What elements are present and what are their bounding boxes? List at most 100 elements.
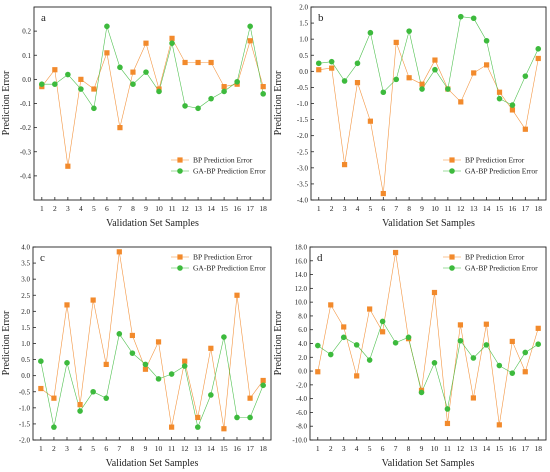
ga-bp-point	[52, 81, 58, 87]
x-tick-label: 4	[79, 204, 83, 213]
x-tick-label: 8	[131, 444, 135, 453]
ga-bp-point	[314, 342, 321, 349]
x-tick-label: 5	[368, 444, 372, 453]
bp-point	[90, 297, 96, 303]
y-tick-label: -4.0	[297, 197, 309, 205]
chart-panel-d: d -10.0 -8.0 -6.0 -4.0 -2.0 0.0 2.0 4.0 6.0 8.0 10.…	[273, 244, 547, 469]
x-tick-label: 14	[207, 444, 215, 453]
y-tick-label: 4.0	[298, 340, 307, 348]
ga-bp-point	[522, 349, 529, 356]
ga-bp-point	[444, 406, 451, 412]
legend-label: BP Prediction Error	[193, 156, 253, 165]
y-tick-label: 1.0	[299, 36, 308, 44]
ga-bp-point	[405, 334, 412, 341]
ga-bp-point	[328, 58, 335, 65]
x-tick-label: 13	[470, 204, 478, 213]
bp-point	[444, 420, 451, 427]
x-tick-label: 16	[233, 204, 241, 213]
bp-point	[143, 40, 149, 46]
bp-point	[457, 322, 464, 328]
legend-label: GA-BP Prediction Error	[193, 167, 266, 176]
x-tick-label: 15	[220, 204, 228, 213]
ga-bp-point	[327, 351, 334, 358]
bp-point	[341, 324, 347, 330]
x-tick-label: 3	[65, 444, 69, 453]
bp-point	[458, 99, 464, 105]
bp-point	[182, 59, 188, 66]
x-tick-label: 1	[39, 444, 43, 453]
legend-label: BP Prediction Error	[193, 253, 253, 262]
y-tick-label: 2.5	[21, 292, 30, 300]
y-tick-label: -1.5	[297, 116, 309, 124]
ga-bp-point	[38, 358, 44, 364]
bp-point	[328, 302, 334, 308]
ga-bp-point	[103, 395, 110, 401]
y-tick-label: 1.5	[21, 324, 30, 332]
bp-point	[329, 65, 335, 71]
ga-bp-point	[496, 362, 503, 369]
y-tick-label: -2.0	[19, 437, 31, 445]
ga-bp-point	[104, 23, 110, 30]
x-tick-label: 17	[246, 204, 254, 213]
ga-bp-point	[77, 408, 83, 414]
bp-point	[432, 57, 438, 63]
bp-point	[260, 84, 266, 90]
series-line-bp	[40, 251, 264, 429]
bp-point	[103, 361, 109, 368]
legend-marker-circle	[449, 265, 455, 271]
x-tick-label: 10	[431, 204, 439, 213]
bp-point	[247, 395, 253, 401]
y-tick-label: -1.0	[297, 100, 309, 108]
bp-point	[496, 89, 503, 95]
y-tick-label: 0.1	[22, 52, 31, 60]
y-tick-label: 2.0	[298, 354, 307, 362]
y-axis-title: Prediction Error	[1, 70, 12, 135]
x-tick-label: 18	[535, 204, 543, 213]
bp-point	[65, 163, 71, 169]
legend-label: GA-BP Prediction Error	[465, 167, 538, 176]
ga-bp-point	[522, 73, 529, 79]
ga-bp-point	[156, 88, 162, 95]
x-tick-label: 7	[118, 204, 122, 213]
ga-bp-point	[143, 69, 149, 75]
bp-point	[142, 366, 149, 372]
legend-label: BP Prediction Error	[465, 156, 525, 165]
y-tick-label: 16.0	[295, 257, 308, 265]
ga-bp-point	[247, 414, 253, 421]
x-tick-label: 15	[220, 444, 228, 453]
bp-point	[51, 395, 57, 401]
x-tick-label: 18	[259, 444, 267, 453]
chart-panel-c: c -2.0 -1.5 -1.0 -0.5 0.0 0.5 1.0 1.5 2.0 2.5 3.0 3.…	[1, 244, 272, 469]
x-tick-label: 10	[155, 444, 163, 453]
ga-bp-point	[260, 382, 266, 389]
y-tick-label: 0.5	[21, 356, 30, 364]
chart-panel-b: b -4.0 -3.5 -3.0 -2.5 -2.0 -1.5 -1.0 -0.5 0.0 0.5 1…	[273, 4, 547, 229]
bp-point	[431, 289, 438, 296]
x-tick-label: 9	[144, 204, 148, 213]
ga-bp-point	[142, 361, 149, 368]
x-tick-label: 2	[52, 444, 56, 453]
y-axis-title: Prediction Error	[273, 70, 284, 135]
ga-bp-point	[78, 86, 84, 92]
bp-point	[509, 338, 515, 345]
bp-point	[155, 339, 162, 345]
legend-label: BP Prediction Error	[465, 253, 525, 262]
x-axis-title: Validation Set Samples	[106, 458, 199, 469]
y-tick-label: 18.0	[295, 244, 308, 252]
y-tick-label: 3.0	[21, 276, 30, 284]
bp-point	[195, 59, 201, 66]
bp-point	[130, 69, 136, 75]
legend: BP Prediction Error GA-BP Prediction Erro…	[171, 156, 266, 176]
bp-point	[221, 426, 227, 432]
bp-point	[496, 422, 502, 428]
y-tick-label: 2.0	[299, 4, 308, 12]
y-tick-label: -0.3	[20, 148, 32, 156]
y-tick-label: 0.0	[21, 372, 30, 380]
bp-point	[406, 75, 412, 81]
bp-point	[354, 373, 360, 379]
legend-marker-square	[449, 254, 455, 260]
x-tick-label: 9	[420, 444, 424, 453]
y-tick-label: -0.5	[19, 388, 31, 396]
x-tick-label: 17	[246, 444, 254, 453]
ga-bp-point	[379, 318, 386, 325]
